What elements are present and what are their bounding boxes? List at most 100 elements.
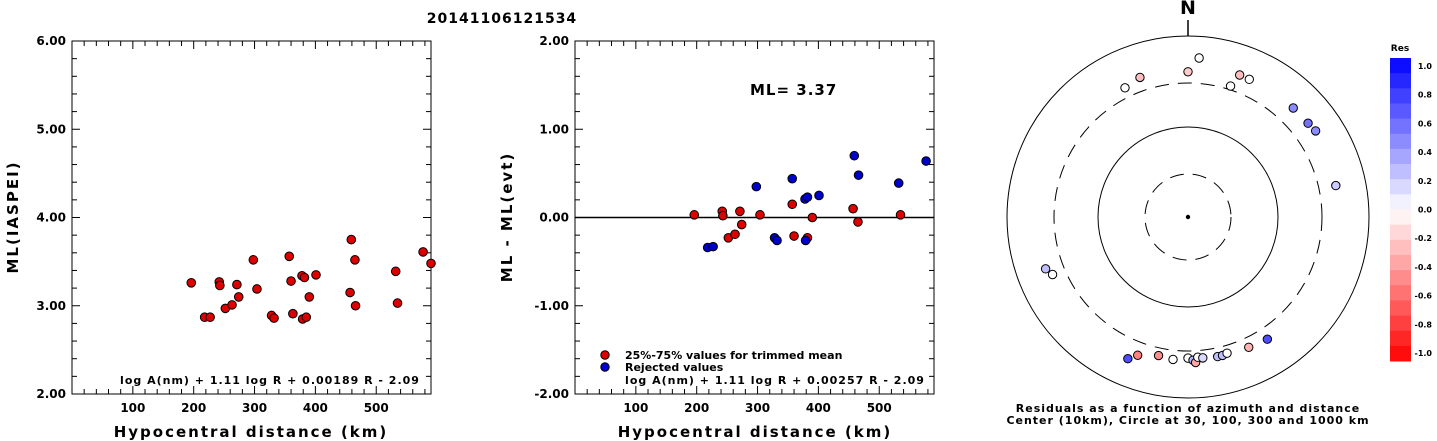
data-point — [849, 150, 860, 161]
x-tick-label: 200 — [181, 401, 206, 415]
y-tick-label: -1.00 — [534, 299, 569, 313]
residual-point — [1244, 74, 1254, 85]
data-point — [814, 190, 824, 201]
data-point — [787, 199, 798, 210]
residual-point — [1047, 269, 1058, 280]
colorbar-segment — [1390, 330, 1411, 347]
data-point — [346, 234, 357, 245]
residual-point — [1194, 53, 1204, 63]
ring-30km — [1144, 173, 1232, 261]
data-point — [426, 258, 436, 269]
data-point — [807, 212, 818, 223]
data-point — [288, 308, 298, 319]
plot1-ylabel: ML(IASPEI) — [4, 160, 22, 273]
data-point — [708, 241, 718, 252]
y-tick-label: 3.00 — [36, 299, 66, 313]
plot1-frame — [71, 40, 432, 395]
legend-marker-trimmed — [600, 350, 610, 360]
x-tick-label: 300 — [745, 401, 770, 415]
x-tick-label: 100 — [623, 401, 648, 415]
colorbar-segment — [1390, 73, 1411, 89]
colorbar-segment — [1390, 88, 1411, 104]
data-point — [311, 270, 321, 280]
x-tick-label: 400 — [303, 401, 328, 415]
data-point — [735, 206, 745, 217]
data-point — [269, 313, 279, 323]
y-tick-label: 5.00 — [36, 122, 66, 136]
data-point — [215, 280, 225, 291]
colorbar-segment — [1390, 194, 1411, 210]
y-tick-label: 2.00 — [36, 387, 66, 401]
colorbar-label: -0.4 — [1415, 263, 1433, 272]
data-point — [848, 203, 858, 214]
colorbar-label: 0.8 — [1418, 91, 1433, 100]
data-point — [299, 272, 310, 283]
colorbar-segment — [1390, 285, 1411, 301]
residual-point — [1123, 354, 1133, 364]
data-point — [689, 210, 700, 220]
north-label: N — [1180, 0, 1196, 19]
data-point — [853, 217, 863, 227]
plot1-formula: log A(nm) + 1.11 log R + 0.00189 R - 2.0… — [120, 374, 420, 387]
colorbar-segment — [1390, 164, 1411, 180]
colorbar-segment — [1390, 103, 1411, 120]
colorbar-label: -0.6 — [1415, 292, 1433, 301]
residual-point — [1222, 348, 1232, 358]
residual-point — [1225, 81, 1236, 91]
colorbar-label: 0.6 — [1418, 119, 1433, 128]
residual-point — [1198, 353, 1208, 363]
colorbar-segment — [1390, 315, 1411, 332]
colorbar-segment — [1390, 239, 1411, 256]
data-point — [232, 279, 242, 290]
ring-100km — [1097, 126, 1279, 308]
y-tick-label: 6.00 — [36, 34, 66, 48]
colorbar-label: -0.2 — [1415, 234, 1433, 243]
colorbar-segment — [1390, 133, 1411, 150]
colorbar-segment — [1390, 209, 1411, 226]
data-point — [301, 312, 312, 323]
colorbar-segment — [1390, 148, 1411, 165]
x-tick-label: 100 — [120, 401, 145, 415]
residual-point — [1153, 350, 1164, 361]
residual-point — [1331, 180, 1341, 191]
data-point — [286, 276, 296, 286]
data-point — [853, 170, 864, 180]
data-point — [392, 298, 403, 308]
colorbar-segment — [1390, 270, 1411, 286]
data-point — [248, 255, 259, 265]
y-tick-label: -2.00 — [534, 387, 569, 401]
data-point — [772, 235, 782, 246]
residual-distance-plot: 100 200 300 400 500 -2.00 -1.00 0.00 1.00 2.00 ML… — [498, 34, 935, 441]
data-point — [893, 178, 904, 188]
residual-point — [1303, 118, 1313, 128]
data-point — [205, 312, 215, 323]
plot2-formula: log A(nm) + 1.11 log R + 0.00257 R - 2.0… — [625, 374, 925, 387]
colorbar-label: -0.8 — [1415, 320, 1433, 329]
legend-marker-rejected — [600, 362, 610, 372]
residual-point — [1234, 70, 1245, 80]
colorbar-label: -1.0 — [1415, 349, 1433, 358]
colorbar-segment — [1390, 224, 1411, 241]
y-tick-label: 0.00 — [539, 211, 569, 225]
figure-title: 20141106121534 — [427, 11, 577, 27]
residual-point — [1310, 126, 1321, 136]
colorbar-label: 1.0 — [1418, 62, 1433, 71]
x-tick-label: 500 — [364, 401, 389, 415]
data-point — [921, 156, 931, 166]
data-point — [787, 173, 798, 184]
data-point — [390, 266, 401, 277]
data-point — [800, 235, 811, 246]
magnitude-distance-plot: 100 200 300 400 500 2.00 3.00 4.00 5.00 6.00 ML(I… — [4, 34, 436, 441]
colorbar-label: 0.4 — [1418, 148, 1433, 157]
data-point — [751, 181, 762, 192]
colorbar-segment — [1390, 58, 1411, 74]
data-point — [345, 287, 355, 298]
colorbar-segment — [1390, 254, 1411, 271]
colorbar-segment — [1390, 345, 1411, 362]
data-point — [802, 192, 813, 203]
y-tick-label: 1.00 — [539, 122, 569, 136]
residual-point — [1262, 334, 1273, 344]
plot1-xlabel: Hypocentral distance (km) — [114, 423, 389, 441]
ml-value: ML= 3.37 — [750, 81, 837, 99]
